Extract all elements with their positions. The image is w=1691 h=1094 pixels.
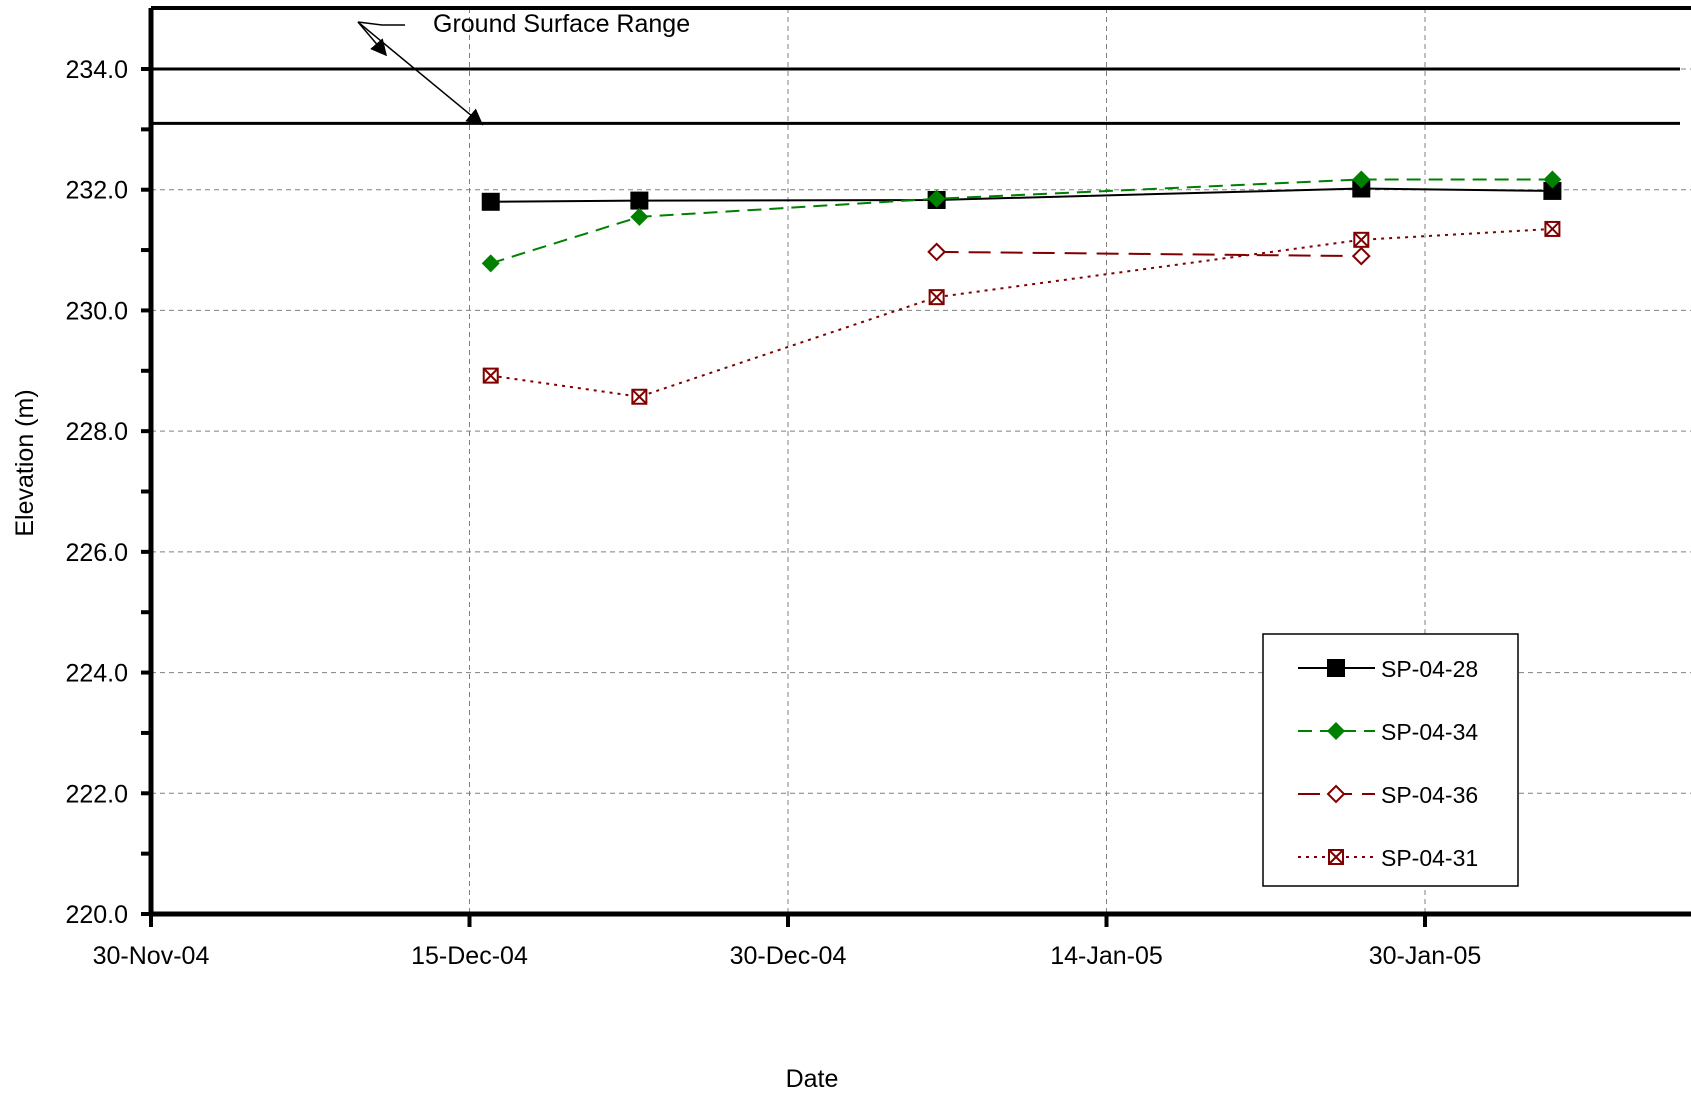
- data-point: [1543, 170, 1562, 189]
- annotation-leader: [357, 21, 405, 26]
- y-tick-label: 220.0: [65, 901, 128, 929]
- legend-entry: SP-04-31: [1298, 845, 1478, 871]
- series-line: [490, 178, 1553, 265]
- y-tick-label: 232.0: [65, 177, 128, 205]
- legend-entry: SP-04-28: [1298, 656, 1478, 682]
- legend: SP-04-28 SP-04-34 SP-04-36 SP-04-31: [1262, 633, 1519, 887]
- y-axis-label: Elevation (m): [11, 389, 39, 536]
- legend-label: SP-04-31: [1381, 845, 1478, 871]
- x-tick-label: 30-Dec-04: [730, 942, 847, 970]
- axis-labels: Date Elevation (m) Ground Surface Range: [11, 10, 838, 1093]
- legend-marker: [1326, 784, 1346, 804]
- y-tick-label: 230.0: [65, 297, 128, 325]
- x-axis-label: Date: [786, 1065, 839, 1093]
- data-point: [1352, 179, 1371, 198]
- x-tick-label: 30-Nov-04: [93, 942, 210, 970]
- x-tick-label: 15-Dec-04: [411, 942, 528, 970]
- x-tick-label: 14-Jan-05: [1050, 942, 1163, 970]
- data-point: [1351, 246, 1371, 266]
- marker-cross: [483, 367, 499, 384]
- marker-cross: [631, 389, 648, 405]
- data-point: [631, 388, 648, 405]
- marker-cross: [1328, 849, 1344, 865]
- series-sp-04-31: [482, 220, 1561, 405]
- legend-box: [1262, 633, 1519, 887]
- marker-cross: [1353, 232, 1370, 248]
- legend-marker: [1327, 722, 1345, 740]
- data-point: [927, 242, 947, 262]
- legend-entry: SP-04-34: [1298, 719, 1478, 745]
- axes: 220.0 222.0 224.0 226.0 228.0 230.0 232.0 234.0…: [65, 6, 1691, 970]
- data-point: [1352, 170, 1371, 189]
- marker-cross: [1544, 221, 1561, 237]
- series-group: [481, 170, 1562, 405]
- series-sp-04-34: [481, 170, 1562, 273]
- y-tick-label: 234.0: [65, 56, 128, 84]
- marker-cross: [928, 289, 945, 305]
- annotation-arrow-lower: [357, 21, 484, 126]
- ground-surface-range: [151, 21, 1680, 126]
- legend-marker: [1327, 659, 1345, 677]
- series-sp-04-36: [927, 242, 1371, 266]
- data-point: [481, 192, 500, 211]
- series-line: [490, 227, 1553, 398]
- legend-marker: [1328, 849, 1344, 865]
- legend-label: SP-04-28: [1381, 656, 1478, 682]
- data-point: [481, 254, 500, 273]
- data-point: [482, 367, 499, 384]
- series-line: [936, 250, 1362, 258]
- y-tick-label: 222.0: [65, 780, 128, 808]
- x-tick-label: 30-Jan-05: [1369, 942, 1482, 970]
- data-point: [1353, 231, 1370, 248]
- legend-label: SP-04-36: [1381, 782, 1478, 808]
- data-point: [630, 191, 649, 210]
- data-point: [927, 189, 946, 208]
- y-tick-label: 224.0: [65, 660, 128, 688]
- legend-label: SP-04-34: [1381, 719, 1478, 745]
- data-point: [928, 289, 945, 306]
- ground-surface-range-label: Ground Surface Range: [433, 10, 690, 38]
- data-point: [1543, 181, 1562, 200]
- data-point: [630, 207, 649, 226]
- annotation-arrow-upper: [357, 21, 388, 57]
- data-point: [1544, 220, 1561, 237]
- y-tick-label: 226.0: [65, 539, 128, 567]
- legend-entry: SP-04-36: [1298, 782, 1478, 808]
- y-tick-label: 228.0: [65, 418, 128, 446]
